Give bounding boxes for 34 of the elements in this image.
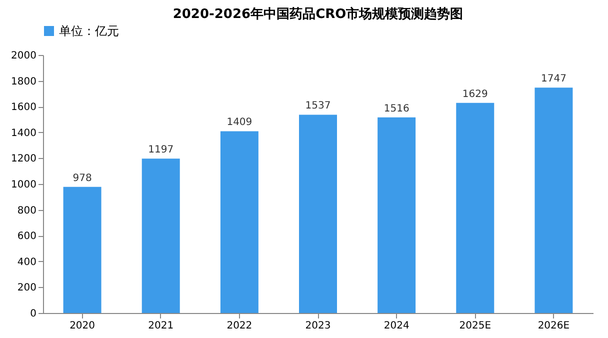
bar <box>378 117 416 313</box>
data-label: 1197 <box>148 144 174 156</box>
y-tick-label: 600 <box>17 231 36 242</box>
y-tick-label: 0 <box>30 308 36 320</box>
y-tick-label: 1400 <box>11 128 36 139</box>
y-tick-label: 1800 <box>11 76 36 88</box>
x-tick-label: 2022 <box>226 320 252 332</box>
bar <box>142 158 180 313</box>
y-tick-label: 2000 <box>11 50 36 62</box>
chart-title: 2020-2026年中国药品CRO市场规模预测趋势图 <box>172 6 464 22</box>
bar <box>220 131 258 313</box>
data-label: 1747 <box>540 74 566 85</box>
x-tick-label: 2021 <box>148 320 174 332</box>
legend-label: 单位：亿元 <box>59 24 119 38</box>
bar <box>63 186 102 313</box>
x-tick-label: 2023 <box>305 320 331 332</box>
y-tick-label: 1600 <box>11 102 36 114</box>
y-tick-label: 1000 <box>11 180 36 190</box>
x-tick-label: 2026E <box>538 320 570 332</box>
bar <box>534 88 573 313</box>
x-tick-label: 2020 <box>70 320 96 332</box>
x-tick-label: 2024 <box>384 320 410 332</box>
x-tick-label: 2025E <box>459 320 492 332</box>
data-label: 1629 <box>462 88 488 100</box>
y-tick-label: 400 <box>17 256 36 268</box>
y-tick-label: 800 <box>17 205 36 216</box>
y-tick-label: 200 <box>17 282 36 294</box>
data-label: 978 <box>72 172 92 184</box>
bar <box>456 102 494 313</box>
bar <box>299 114 337 313</box>
data-label: 1516 <box>384 103 410 114</box>
data-label: 1409 <box>226 117 252 128</box>
y-tick-label: 1200 <box>11 154 36 165</box>
data-label: 1537 <box>305 100 331 112</box>
